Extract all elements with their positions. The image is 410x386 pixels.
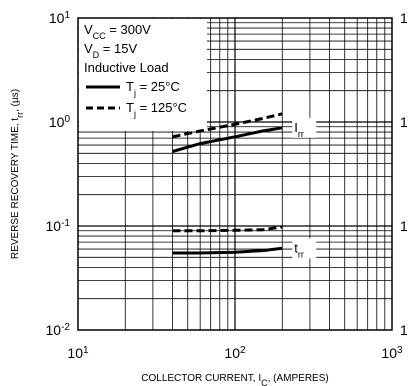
- series-line-trr-dashed: [172, 225, 283, 233]
- series-label-trr: trr: [294, 240, 304, 259]
- series-line-Irr-dashed: [172, 112, 283, 139]
- legend-entry: Tj = 125°C: [126, 100, 187, 119]
- x-tick-labels: 101 102 103: [67, 345, 403, 362]
- series-label-Irr: Irr: [294, 120, 304, 139]
- x-tick-label: 101: [67, 345, 89, 362]
- x-axis-label: COLLECTOR CURRENT, IC, (AMPERES): [141, 373, 328, 386]
- y-tick-label: 10-1: [46, 218, 71, 235]
- legend-condition: Inductive Load: [84, 60, 169, 75]
- legend-condition: VCC = 300V: [84, 22, 151, 41]
- series-lines: [172, 112, 283, 255]
- series-line-Irr-solid: [172, 126, 283, 153]
- series-line-trr-solid: [172, 246, 283, 255]
- series-label-bg: [292, 117, 317, 138]
- right-tick-label: 1: [400, 10, 408, 26]
- y-axis-label: REVERSE RECOVERY TIME, trr, (µs): [10, 89, 25, 259]
- plot-frame: [77, 17, 393, 331]
- y-tick-label: 100: [49, 114, 71, 131]
- legend-entry: Tj = 25°C: [126, 79, 180, 98]
- y-tick-label: 10-2: [46, 322, 71, 339]
- x-tick-label: 103: [381, 345, 403, 362]
- legend-background: [79, 19, 207, 131]
- series-labels: Irr trr: [292, 117, 317, 259]
- y-tick-label: 101: [49, 10, 71, 27]
- series-label-bg: [292, 238, 317, 259]
- right-tick-label: 1: [400, 322, 408, 338]
- right-tick-label: 1: [400, 114, 408, 130]
- legend-condition: VD = 15V: [84, 41, 137, 60]
- y-tick-labels: 101 100 10-1 10-2: [46, 10, 71, 339]
- legend-box: [79, 19, 207, 131]
- right-tick-label: 1: [400, 218, 408, 234]
- x-tick-label: 102: [224, 345, 246, 362]
- right-tick-labels: 1 1 1 1: [400, 10, 408, 338]
